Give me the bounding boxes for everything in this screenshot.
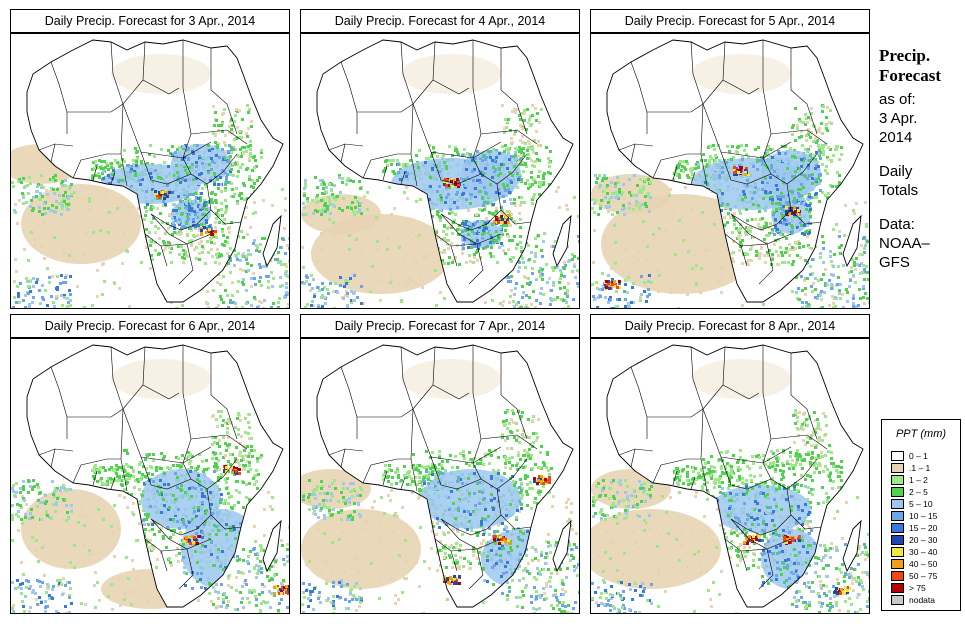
legend-label: 0 – 1 — [909, 450, 928, 462]
legend-label: nodata — [909, 594, 935, 606]
asof-date-line1: 3 Apr. — [879, 109, 965, 128]
legend-swatch — [891, 571, 904, 581]
data-label: Data: — [879, 215, 965, 234]
legend-item: 1 – 2 — [891, 474, 957, 486]
panel-title: Daily Precip. Forecast for 8 Apr., 2014 — [590, 314, 870, 338]
daily-label: Daily — [879, 162, 965, 181]
precip-map — [590, 33, 870, 309]
legend-swatch — [891, 583, 904, 593]
legend-title: PPT (mm) — [882, 428, 960, 440]
ppt-legend: PPT (mm) 0 – 1 .1 – 1 1 – 2 2 – 5 5 – 10… — [881, 419, 961, 611]
panel-title: Daily Precip. Forecast for 5 Apr., 2014 — [590, 9, 870, 33]
legend-item: 15 – 20 — [891, 522, 957, 534]
precip-map-graphic — [11, 339, 289, 613]
panel-title: Daily Precip. Forecast for 7 Apr., 2014 — [300, 314, 580, 338]
side-title-line1: Precip. — [879, 46, 965, 66]
legend-item: 50 – 75 — [891, 570, 957, 582]
side-title-line2: Forecast — [879, 66, 965, 86]
asof-date-line2: 2014 — [879, 128, 965, 147]
legend-label: 40 – 50 — [909, 558, 937, 570]
panel-title: Daily Precip. Forecast for 6 Apr., 2014 — [10, 314, 290, 338]
legend-item: 10 – 15 — [891, 510, 957, 522]
forecast-panel-apr3: Daily Precip. Forecast for 3 Apr., 2014 — [10, 9, 290, 307]
forecast-panel-apr4: Daily Precip. Forecast for 4 Apr., 2014 — [300, 9, 580, 307]
legend-item: 30 – 40 — [891, 546, 957, 558]
legend-swatch — [891, 523, 904, 533]
panel-title: Daily Precip. Forecast for 4 Apr., 2014 — [300, 9, 580, 33]
legend-label: 1 – 2 — [909, 474, 928, 486]
legend-swatch — [891, 487, 904, 497]
forecast-panel-apr8: Daily Precip. Forecast for 8 Apr., 2014 — [590, 314, 870, 612]
forecast-panel-apr5: Daily Precip. Forecast for 5 Apr., 2014 — [590, 9, 870, 307]
asof-label: as of: — [879, 90, 965, 109]
legend-label: .1 – 1 — [909, 462, 930, 474]
legend-swatch — [891, 511, 904, 521]
legend-swatch — [891, 475, 904, 485]
legend-label: > 75 — [909, 582, 926, 594]
legend-label: 30 – 40 — [909, 546, 937, 558]
legend-swatch — [891, 535, 904, 545]
legend-label: 5 – 10 — [909, 498, 933, 510]
legend-item: 0 – 1 — [891, 450, 957, 462]
legend-item: > 75 — [891, 582, 957, 594]
legend-swatch — [891, 499, 904, 509]
precip-map-graphic — [591, 339, 869, 613]
precip-map-graphic — [301, 34, 579, 308]
legend-swatch — [891, 595, 904, 605]
legend-label: 10 – 15 — [909, 510, 937, 522]
legend-item: 2 – 5 — [891, 486, 957, 498]
legend-label: 15 – 20 — [909, 522, 937, 534]
precip-map — [300, 338, 580, 614]
precip-map — [10, 33, 290, 309]
side-info: Precip. Forecast as of: 3 Apr. 2014 Dail… — [879, 46, 965, 272]
precip-map — [300, 33, 580, 309]
legend-swatch — [891, 451, 904, 461]
precip-map — [10, 338, 290, 614]
precip-map-graphic — [301, 339, 579, 613]
legend-label: 20 – 30 — [909, 534, 937, 546]
legend-item: .1 – 1 — [891, 462, 957, 474]
panel-title: Daily Precip. Forecast for 3 Apr., 2014 — [10, 9, 290, 33]
legend-swatch — [891, 559, 904, 569]
legend-label: 50 – 75 — [909, 570, 937, 582]
forecast-panel-apr6: Daily Precip. Forecast for 6 Apr., 2014 — [10, 314, 290, 612]
legend-item: 20 – 30 — [891, 534, 957, 546]
legend-item: 5 – 10 — [891, 498, 957, 510]
precip-map — [590, 338, 870, 614]
data-source-line2: GFS — [879, 253, 965, 272]
precip-map-graphic — [11, 34, 289, 308]
legend-swatch — [891, 463, 904, 473]
legend-label: 2 – 5 — [909, 486, 928, 498]
totals-label: Totals — [879, 181, 965, 200]
forecast-panel-apr7: Daily Precip. Forecast for 7 Apr., 2014 — [300, 314, 580, 612]
precip-map-graphic — [591, 34, 869, 308]
legend-item: nodata — [891, 594, 957, 606]
data-source-line1: NOAA– — [879, 234, 965, 253]
legend-item: 40 – 50 — [891, 558, 957, 570]
legend-swatch — [891, 547, 904, 557]
